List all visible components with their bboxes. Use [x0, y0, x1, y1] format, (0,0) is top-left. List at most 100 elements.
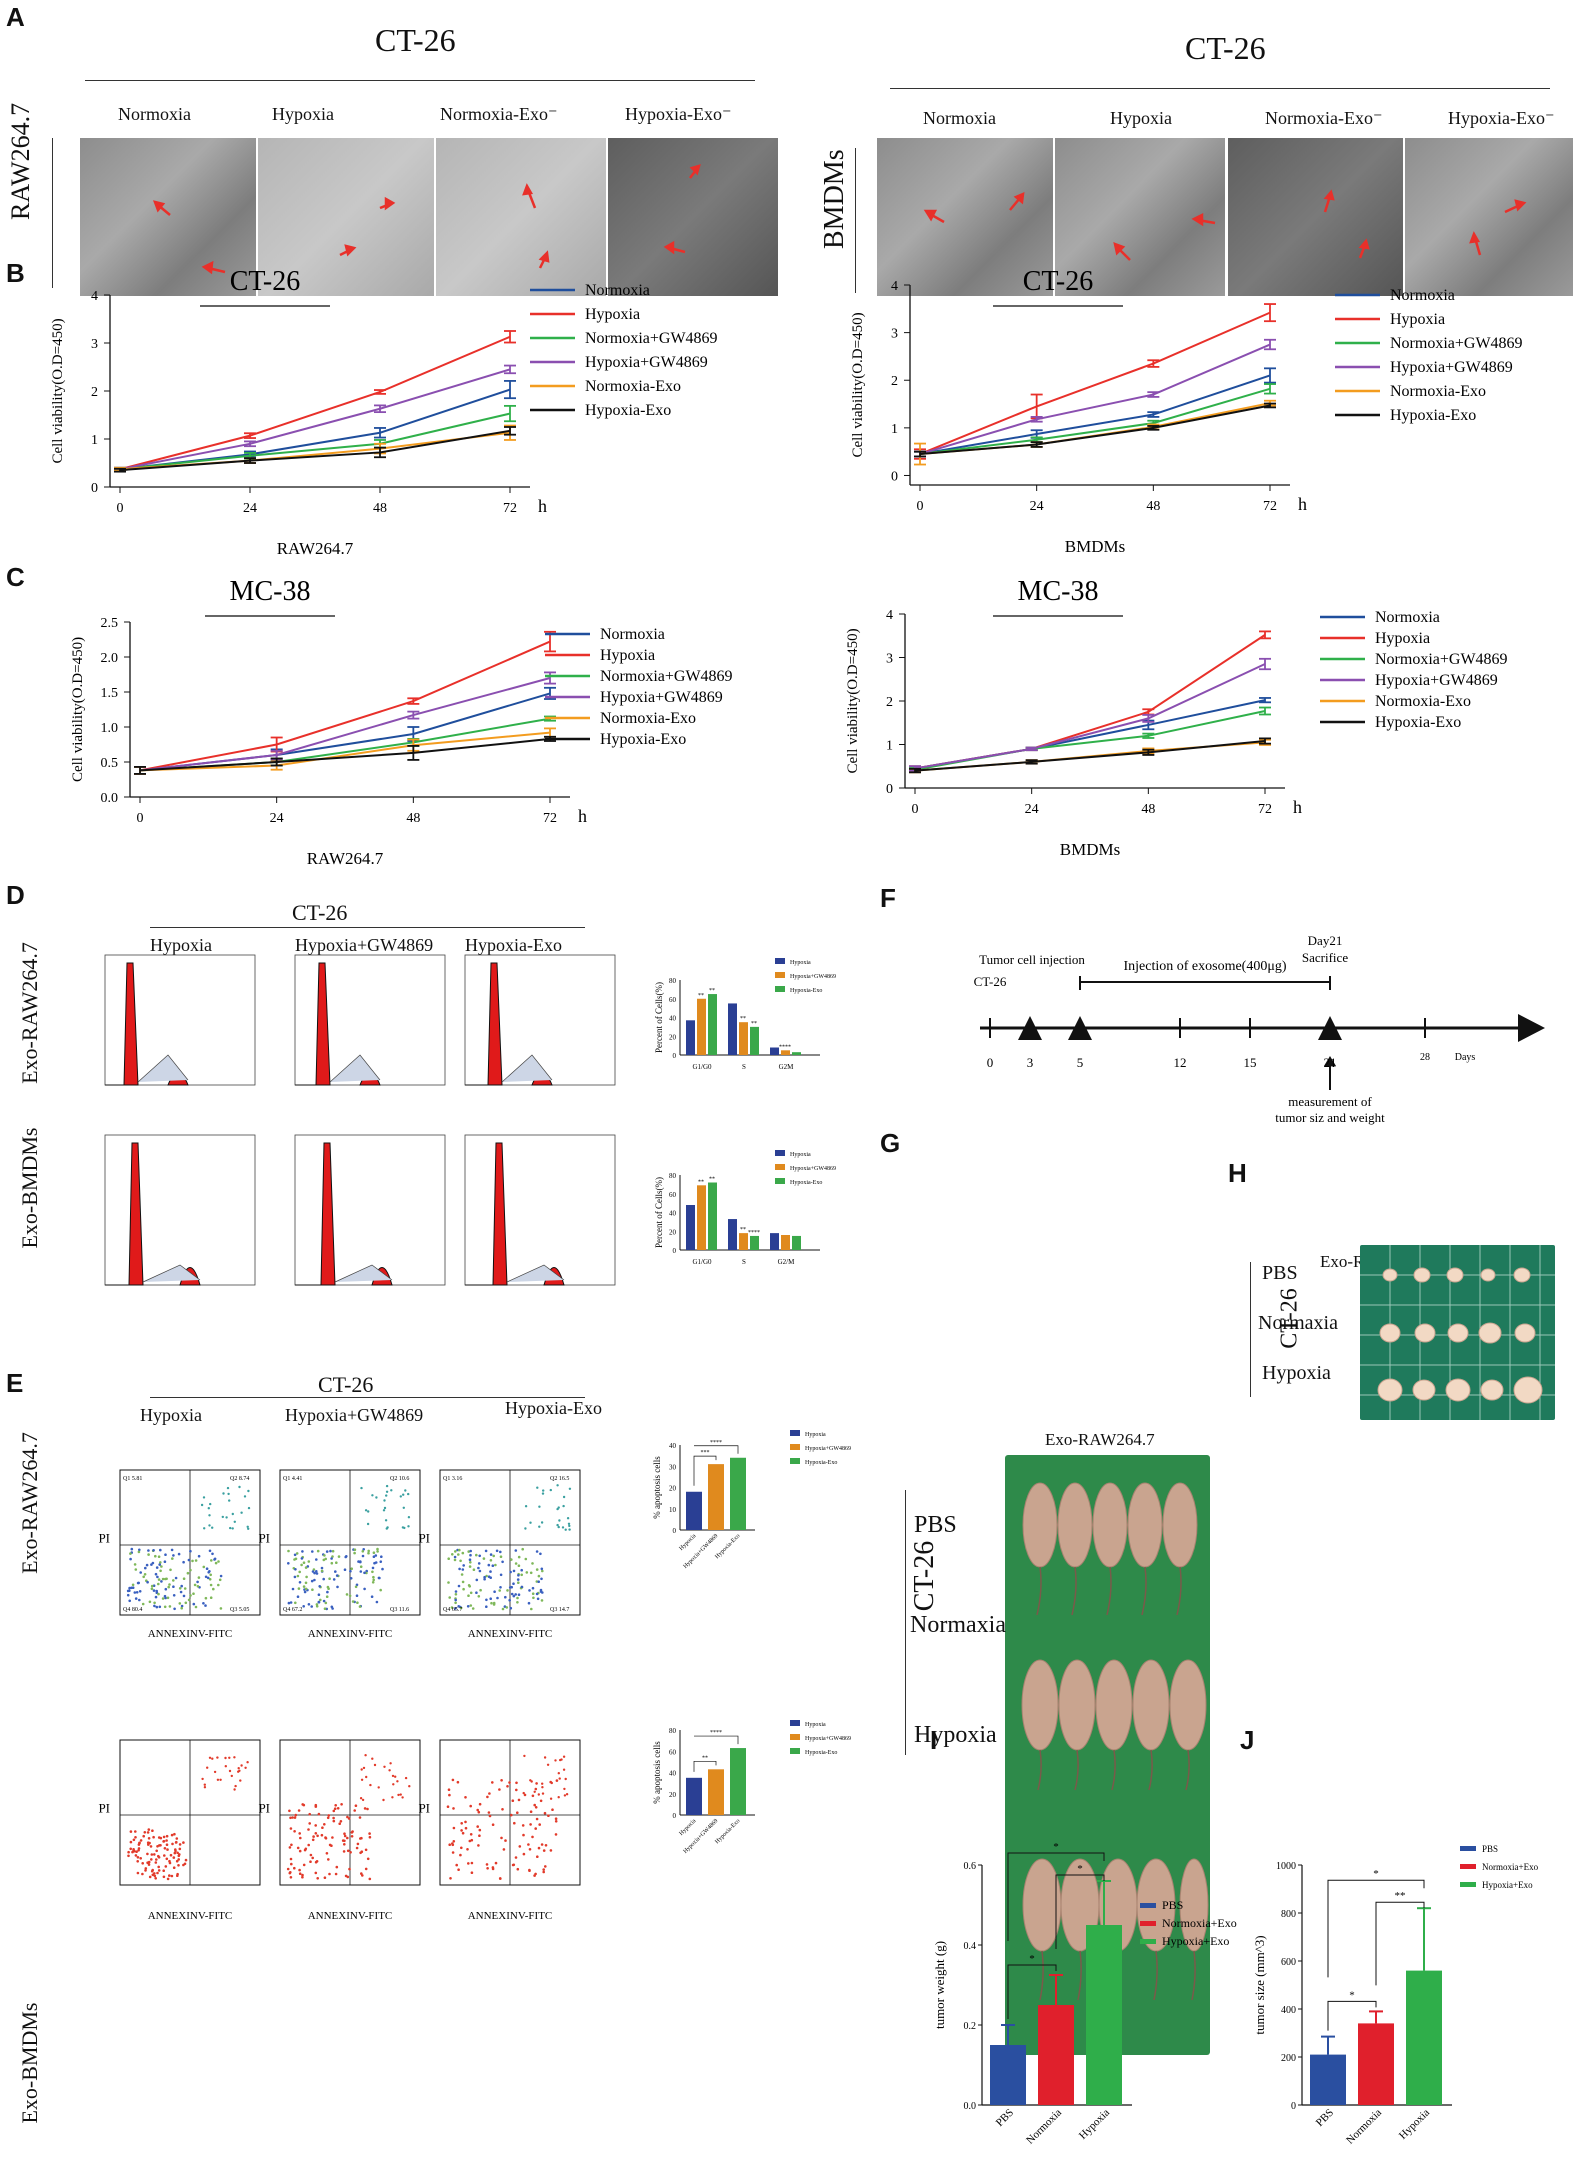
x-axis-label: ANNEXINV-FITC [468, 1628, 553, 1640]
event-dot [477, 1595, 481, 1598]
event-dot [521, 1824, 525, 1827]
event-dot [470, 1871, 474, 1874]
event-dot [377, 1786, 380, 1789]
significance-mark: **** [748, 1230, 760, 1236]
histogram-frame [464, 1134, 616, 1286]
event-dot [461, 1568, 465, 1571]
event-dot [171, 1842, 174, 1846]
event-dot [537, 1793, 540, 1796]
event-dot [382, 1509, 386, 1512]
event-dot [160, 1565, 163, 1568]
event-dot [192, 1602, 196, 1606]
panel-a-col-2: Hypoxia [272, 104, 334, 124]
legend-swatch [1140, 1939, 1156, 1944]
chart-e-top: 0 10 20 30 40 % apoptosis cells Hypoxia Hypoxia… [652, 1430, 851, 1570]
y-tick-label: 80 [669, 1727, 677, 1735]
legend-label: PBS [1162, 1898, 1183, 1912]
event-dot [504, 1839, 507, 1842]
event-dot [470, 1838, 474, 1842]
bar-Hypoxia [1086, 1925, 1122, 2105]
event-dot [368, 1877, 372, 1881]
event-dot [361, 1798, 365, 1802]
significance-mark: **** [710, 1730, 722, 1736]
x-tick-label: 48 [373, 501, 387, 516]
event-dot [293, 1558, 296, 1561]
event-dot [164, 1865, 168, 1868]
event-dot [157, 1865, 160, 1869]
event-dot [359, 1565, 363, 1568]
event-dot [288, 1871, 292, 1875]
event-dot [294, 1601, 297, 1605]
event-dot [453, 1558, 457, 1562]
event-dot [367, 1549, 371, 1553]
y-tick-label: 0.4 [964, 1941, 977, 1952]
event-dot [457, 1553, 460, 1556]
event-dot [153, 1604, 156, 1608]
event-dot [213, 1770, 217, 1774]
event-dot [531, 1592, 535, 1595]
event-dot [240, 1764, 243, 1767]
event-dot [294, 1813, 298, 1817]
y-axis-label: PI [418, 1531, 430, 1546]
event-dot [336, 1807, 340, 1810]
event-dot [301, 1875, 304, 1879]
day21-label: Day21 [1308, 933, 1343, 948]
event-dot [466, 1848, 469, 1851]
event-dot [475, 1591, 478, 1594]
event-dot [150, 1853, 154, 1856]
event-dot [311, 1856, 314, 1860]
legend-label: Hypoxia-Exo [805, 1460, 837, 1466]
event-dot [498, 1877, 502, 1880]
event-dot [502, 1848, 506, 1851]
event-dot [233, 1756, 236, 1759]
chart-c-right: MC-38 0 1 2 3 4 0 24 48 72 h BMDMs Cell viability(O.… [845, 576, 1508, 859]
event-dot [228, 1756, 231, 1759]
event-dot [337, 1555, 341, 1558]
micrograph-raw-hypoxia [258, 138, 434, 296]
event-dot [307, 1828, 310, 1831]
event-dot [364, 1848, 368, 1852]
x-unit: h [578, 806, 587, 826]
y-tick-label: 30 [669, 1463, 677, 1471]
event-dot [145, 1563, 149, 1567]
event-dot [177, 1864, 180, 1867]
event-dot [307, 1560, 311, 1563]
event-dot [131, 1583, 135, 1587]
bar-Hypoxia-Exo-S [750, 1235, 759, 1250]
micrograph-bmdm-hypoxia-exo [1405, 138, 1573, 296]
mouse-norm-4 [1132, 1659, 1170, 1751]
event-dot [470, 1861, 474, 1865]
series-line-Hypoxia-Exo [919, 404, 1271, 456]
bar-Hypoxia [1406, 1970, 1442, 2105]
event-dot [391, 1796, 394, 1799]
event-dot [452, 1840, 456, 1843]
event-dot [558, 1777, 561, 1780]
event-dot [134, 1836, 137, 1839]
significance-mark: ** [751, 1021, 757, 1027]
significance-mark: * [1029, 1953, 1035, 1965]
days-label: Days [1455, 1052, 1476, 1063]
y-tick-label: 60 [669, 996, 677, 1004]
event-dot [163, 1854, 166, 1857]
event-dot [451, 1843, 455, 1847]
event-dot [189, 1549, 192, 1553]
legend-swatch [1460, 1864, 1476, 1869]
event-dot [136, 1871, 140, 1875]
event-dot [154, 1595, 158, 1599]
event-dot [154, 1554, 157, 1558]
y-tick-label: 2.5 [101, 616, 119, 631]
event-dot [246, 1525, 249, 1528]
event-dot [304, 1581, 308, 1585]
y-label: Cell viability(O.D=450) [50, 318, 66, 463]
event-dot [551, 1808, 554, 1811]
event-dot [522, 1852, 526, 1856]
event-dot [319, 1598, 322, 1602]
event-dot [371, 1494, 374, 1497]
event-dot [134, 1597, 138, 1600]
y-tick-label: 4 [886, 608, 893, 623]
event-dot [127, 1850, 130, 1854]
day-21: 21 [1324, 1055, 1337, 1070]
event-dot [350, 1567, 354, 1570]
event-dot [246, 1761, 249, 1764]
legend-swatch [775, 1150, 785, 1156]
